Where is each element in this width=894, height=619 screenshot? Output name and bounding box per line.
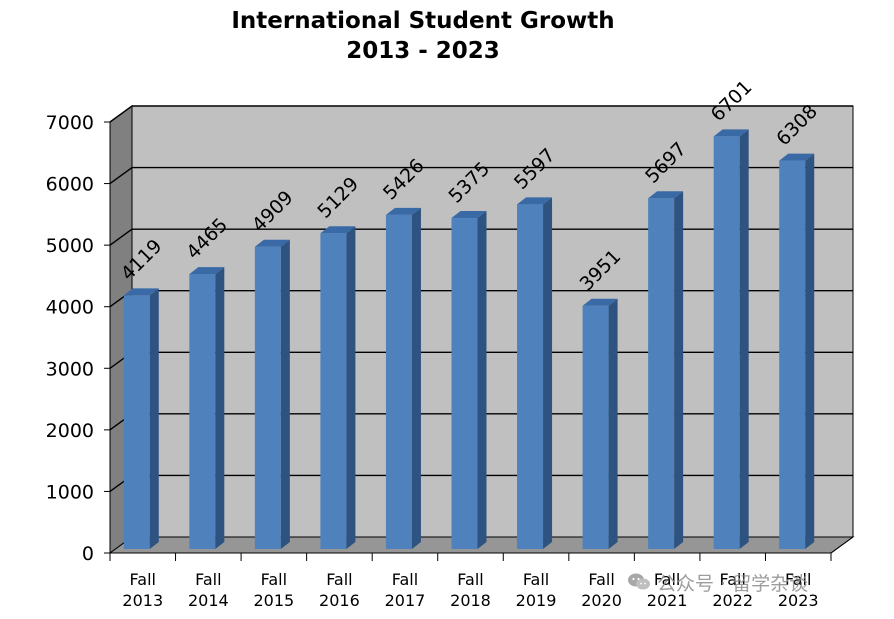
x-tick-label: 2013 — [122, 591, 163, 610]
bar-front — [189, 274, 216, 549]
bar — [189, 267, 225, 549]
x-tick-label: 2016 — [319, 591, 360, 610]
bar-front — [779, 160, 806, 549]
y-tick-label: 3000 — [46, 358, 94, 380]
x-tick-label: Fall — [523, 570, 549, 589]
x-tick-label: Fall — [195, 570, 221, 589]
x-tick-label: Fall — [130, 570, 156, 589]
bar — [254, 239, 290, 549]
x-tick-label: Fall — [326, 570, 352, 589]
axes — [104, 121, 854, 561]
x-tick-label: Fall — [719, 570, 745, 589]
y-tick-label: 1000 — [46, 481, 94, 503]
bar-side — [411, 207, 421, 549]
bar-front — [320, 233, 347, 550]
bar-front — [713, 136, 740, 549]
bar-top — [123, 288, 159, 296]
bar-top — [254, 239, 290, 247]
bar-side — [215, 267, 225, 549]
y-tick-labels: 0 1000 2000 3000 4000 5000 6000 7000 — [46, 112, 94, 565]
x-tick-label: Fall — [654, 570, 680, 589]
bar-top — [713, 129, 749, 137]
gridline — [109, 166, 853, 185]
x-tick-label: Fall — [457, 570, 483, 589]
bar-top — [189, 267, 225, 275]
bar-front — [582, 305, 609, 549]
x-tick-label: 2023 — [778, 591, 819, 610]
bar — [517, 197, 553, 550]
x-tick-label: Fall — [392, 570, 418, 589]
bar-side — [805, 153, 815, 549]
bar-front — [648, 198, 675, 549]
chart-title: International Student Growth — [231, 8, 615, 34]
x-tick-label: Fall — [588, 570, 614, 589]
bar — [320, 226, 356, 550]
bar-top — [451, 211, 487, 219]
bar-top — [517, 197, 553, 205]
bars — [123, 129, 815, 550]
bar-front — [517, 204, 544, 550]
gridline — [109, 105, 853, 123]
bar — [123, 288, 159, 549]
x-tick-label: 2020 — [581, 591, 622, 610]
x-tick-label: Fall — [261, 570, 287, 589]
x-tick-label: 2014 — [188, 591, 229, 610]
bar-side — [739, 129, 749, 549]
bar — [648, 191, 684, 549]
x-tick-label: 2022 — [712, 591, 753, 610]
y-tick-label: 4000 — [46, 297, 94, 319]
bar-front — [254, 246, 281, 549]
wechat-icon — [628, 573, 650, 590]
x-tick-label: 2018 — [450, 591, 491, 610]
x-tick-label: 2017 — [385, 591, 426, 610]
bar-side — [608, 298, 618, 549]
bar-side — [477, 211, 487, 549]
chart-subtitle: 2013 - 2023 — [346, 38, 500, 64]
floor-edge — [830, 536, 854, 554]
x-tick-label: 2021 — [647, 591, 688, 610]
x-tick-labels: Fall 2013 Fall 2014 Fall 2015 Fall 2016 Fall 2017… — [122, 570, 818, 610]
bar-front — [123, 295, 150, 549]
x-tick-label: 2015 — [254, 591, 295, 610]
bar-top — [648, 191, 684, 199]
bar-top — [779, 153, 815, 161]
bar — [385, 207, 421, 549]
bar-side — [149, 288, 159, 549]
watermark-text: 公众号 · 留学杂谈 — [657, 572, 809, 595]
y-tick-label: 2000 — [46, 420, 94, 442]
bar-side — [280, 239, 290, 549]
bar-front — [385, 214, 412, 549]
bar-top — [582, 298, 618, 306]
gridline — [109, 228, 853, 246]
watermark: 公众号 · 留学杂谈 — [627, 568, 808, 596]
bar-side — [674, 191, 684, 549]
bar — [713, 129, 749, 549]
y-tick-label: 6000 — [46, 174, 94, 196]
bar — [779, 153, 815, 549]
bar — [451, 211, 487, 549]
y-tick-label: 0 — [82, 543, 94, 565]
x-tick-label: 2019 — [516, 591, 557, 610]
bar-top — [385, 207, 421, 215]
bar — [582, 298, 618, 549]
bar-side — [543, 197, 553, 550]
bar-side — [346, 226, 356, 550]
x-tick-label: Fall — [785, 570, 811, 589]
y-tick-label: 5000 — [46, 235, 94, 257]
y-tick-label: 7000 — [46, 112, 94, 134]
bar-top — [320, 226, 356, 234]
bar-front — [451, 218, 478, 549]
chart-title-block: International Student Growth 2013 - 2023 — [0, 6, 846, 66]
